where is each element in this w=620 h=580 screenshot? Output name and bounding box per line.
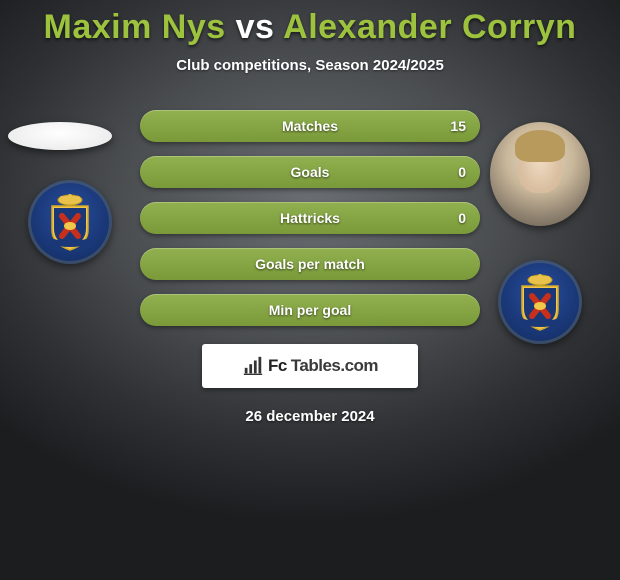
player1-name: Maxim Nys	[44, 8, 226, 46]
stat-label: Goals per match	[255, 256, 365, 272]
stat-row-hattricks: Hattricks 0	[140, 202, 480, 234]
stat-right-value: 15	[450, 118, 466, 134]
brand-badge[interactable]: FcTables.com	[202, 344, 418, 388]
crest-icon	[40, 192, 100, 252]
stat-row-goals: Goals 0	[140, 156, 480, 188]
date-label: 26 december 2024	[0, 408, 620, 425]
player2-club-crest	[498, 260, 582, 344]
crest-icon	[510, 272, 570, 332]
stat-label: Hattricks	[280, 210, 340, 226]
brand-fc: Fc	[268, 356, 287, 376]
stat-row-min-per-goal: Min per goal	[140, 294, 480, 326]
stat-row-matches: Matches 15	[140, 110, 480, 142]
stat-label: Matches	[282, 118, 338, 134]
comparison-card: Maxim Nys vs Alexander Corryn Club compe…	[0, 0, 620, 580]
vs-separator: vs	[236, 8, 275, 46]
page-title: Maxim Nys vs Alexander Corryn	[0, 8, 620, 47]
stat-label: Goals	[291, 164, 330, 180]
player2-name: Alexander Corryn	[283, 8, 576, 46]
subtitle: Club competitions, Season 2024/2025	[0, 57, 620, 74]
stat-label: Min per goal	[269, 302, 351, 318]
player1-avatar	[8, 122, 112, 150]
player2-avatar	[490, 122, 590, 226]
player1-club-crest	[28, 180, 112, 264]
stat-right-value: 0	[458, 210, 466, 226]
stat-right-value: 0	[458, 164, 466, 180]
bar-chart-icon	[242, 355, 264, 377]
stat-row-goals-per-match: Goals per match	[140, 248, 480, 280]
brand-tables: Tables.com	[291, 356, 378, 376]
